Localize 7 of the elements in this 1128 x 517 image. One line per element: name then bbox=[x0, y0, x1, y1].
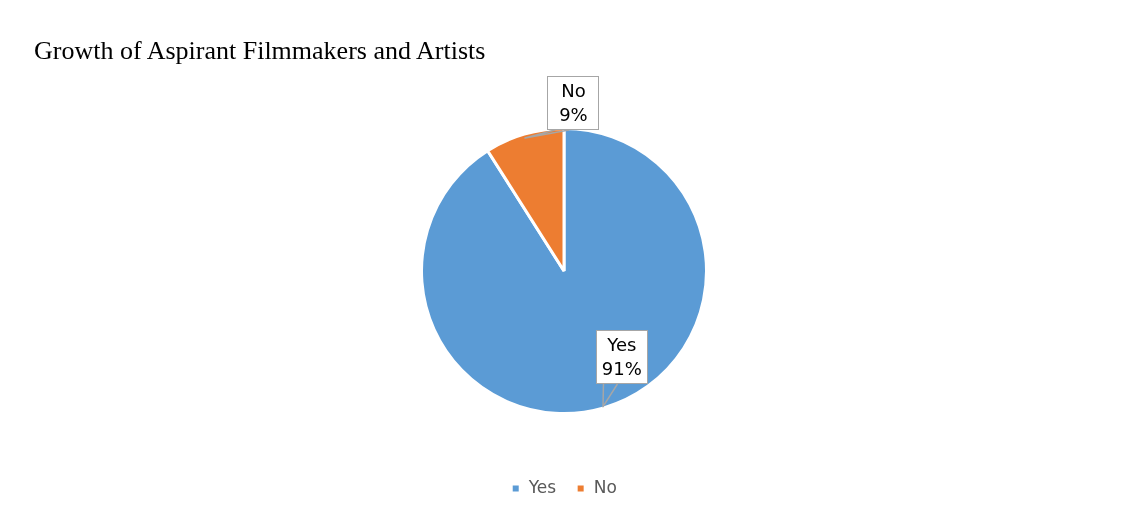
chart-title: Growth of Aspirant Filmmakers and Artists bbox=[34, 36, 486, 66]
data-label: 91% bbox=[600, 356, 643, 381]
slice-label: No bbox=[560, 79, 587, 104]
legend-label: No bbox=[593, 476, 617, 497]
data-label: 9% bbox=[558, 103, 589, 128]
slice-label: Yes bbox=[606, 332, 638, 357]
legend-label: Yes bbox=[527, 476, 557, 497]
